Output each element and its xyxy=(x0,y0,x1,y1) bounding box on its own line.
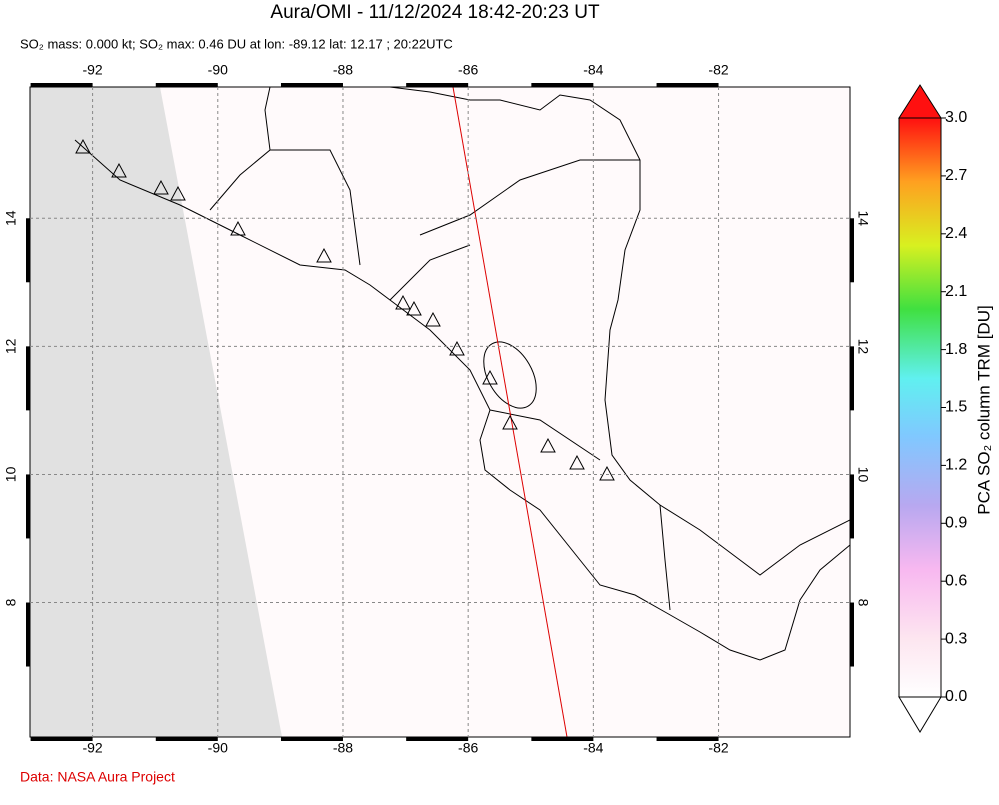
x-tick-label: -84 xyxy=(583,62,603,78)
colorbar-tick-label: 0.0 xyxy=(945,688,967,705)
tick-bar xyxy=(26,474,30,539)
colorbar-tick-label: 0.6 xyxy=(945,572,967,589)
tick-bar xyxy=(406,83,469,87)
colorbar-tick-label: 1.8 xyxy=(945,341,967,358)
tick-bar xyxy=(280,83,343,87)
x-tick-label: -86 xyxy=(458,62,478,78)
x-tick-label: -88 xyxy=(333,740,353,756)
chart-title: Aura/OMI - 11/12/2024 18:42-20:23 UT xyxy=(270,2,600,23)
x-tick-label: -90 xyxy=(208,740,228,756)
tick-bar xyxy=(155,83,218,87)
tick-bar xyxy=(280,737,343,741)
x-tick-label: -92 xyxy=(82,62,102,78)
y-tick-label: 12 xyxy=(855,339,871,355)
chart-subtitle: SO₂ mass: 0.000 kt; SO₂ max: 0.46 DU at … xyxy=(20,36,453,51)
tick-bar xyxy=(30,737,93,741)
y-tick-label: 8 xyxy=(3,598,19,606)
tick-bar xyxy=(850,602,854,667)
orbit-track xyxy=(452,87,568,737)
tick-bar xyxy=(531,737,594,741)
tick-bar xyxy=(850,474,854,539)
colorbar-tick-label: 3.0 xyxy=(945,109,967,126)
colorbar-tick-label: 1.2 xyxy=(945,457,967,474)
x-tick-label: -92 xyxy=(82,740,102,756)
map-area xyxy=(30,87,850,737)
tick-bar xyxy=(26,346,30,411)
tick-bar xyxy=(26,218,30,283)
volcano-markers xyxy=(75,138,615,481)
colorbar-label: PCA SO₂ column TRM [DU] xyxy=(974,305,993,514)
colorbar-tick-label: 0.3 xyxy=(945,630,967,647)
tick-bar xyxy=(155,737,218,741)
x-tick-label: -82 xyxy=(708,62,728,78)
tick-bar xyxy=(656,83,719,87)
colorbar-min-arrow xyxy=(898,696,942,733)
x-tick-label: -84 xyxy=(583,740,603,756)
source-note: Data: NASA Aura Project xyxy=(20,769,175,785)
lake-nicaragua xyxy=(483,341,537,409)
tick-bar xyxy=(30,83,93,87)
x-tick-label: -90 xyxy=(208,62,228,78)
border xyxy=(270,149,671,611)
y-tick-label: 10 xyxy=(855,467,871,483)
tick-bar xyxy=(850,346,854,411)
y-tick-label: 14 xyxy=(3,210,19,226)
tick-bar xyxy=(656,737,719,741)
colorbar-tick-label: 2.7 xyxy=(945,167,967,184)
colorbar-tick-label: 2.4 xyxy=(945,225,967,242)
tick-bar xyxy=(531,83,594,87)
x-tick-label: -86 xyxy=(458,740,478,756)
colorbar-tick-label: 2.1 xyxy=(945,283,967,300)
tick-bar xyxy=(850,218,854,283)
x-tick-label: -82 xyxy=(708,740,728,756)
colorbar-tick-label: 1.5 xyxy=(945,399,967,416)
colorbar-tick-label: 0.9 xyxy=(945,515,967,532)
y-tick-label: 8 xyxy=(855,599,871,607)
tick-bar xyxy=(26,602,30,667)
tick-bar xyxy=(406,737,469,741)
y-tick-label: 12 xyxy=(3,338,19,354)
y-tick-label: 10 xyxy=(3,466,19,482)
y-tick-label: 14 xyxy=(855,210,871,226)
colorbar xyxy=(898,117,942,698)
x-tick-label: -88 xyxy=(333,62,353,78)
colorbar-max-arrow xyxy=(898,84,942,119)
